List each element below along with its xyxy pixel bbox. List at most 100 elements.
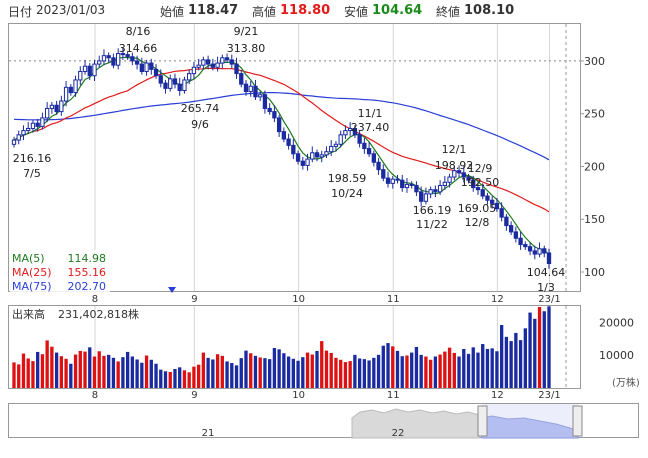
candle-up (26, 127, 31, 132)
chart-frames (8, 23, 639, 438)
volume-bar (296, 360, 300, 388)
candle-down (87, 65, 92, 77)
volume-bar (348, 361, 352, 388)
candle-down (475, 187, 481, 191)
volume-bar (144, 355, 149, 388)
legend-ma75-label: MA(75) (12, 280, 52, 293)
candle-down (527, 246, 533, 252)
candle-down (239, 73, 244, 85)
candle-down (111, 57, 116, 66)
candle-down (286, 138, 291, 146)
volume-x-tick: 9 (191, 390, 197, 401)
volume-bar (116, 361, 120, 388)
candle-down (158, 75, 163, 84)
annotation-low-line2: 11/22 (416, 218, 448, 231)
annotation-high-line2: 198.92 (435, 159, 474, 172)
candle-up (220, 57, 225, 64)
volume-bar (490, 348, 494, 388)
volume-bar (286, 356, 291, 388)
volume-bar (178, 367, 182, 388)
volume-bar (73, 354, 78, 388)
volume-bar (305, 352, 310, 388)
open-label: 始値 (160, 5, 185, 19)
candle-up (537, 248, 542, 255)
volume-bar (509, 341, 513, 388)
volume-bar (159, 369, 163, 388)
candle-down (466, 176, 471, 181)
price-x-tick: 12 (491, 294, 504, 305)
volume-bar (315, 350, 319, 388)
candle-down (130, 56, 135, 62)
date-label: 日付 (8, 5, 33, 19)
candle-down (295, 153, 301, 162)
legend-ma25-value: 155.16 (68, 266, 107, 279)
candle-up (21, 130, 26, 136)
navigator-right-handle[interactable] (572, 405, 583, 437)
annotation-low-line2: 9/6 (191, 118, 209, 131)
volume-bar (249, 353, 253, 388)
candle-up (343, 130, 348, 136)
volume-bar (481, 344, 485, 388)
candle-up (310, 152, 315, 160)
candle-up (49, 104, 55, 109)
candle-down (205, 59, 211, 65)
candle-down (68, 86, 73, 94)
candle-up (347, 127, 353, 132)
volume-bar (504, 336, 509, 388)
candle-down (229, 59, 234, 65)
volume-y-tick: 10000 (599, 349, 634, 362)
candle-up (59, 100, 64, 113)
ma5-line (13, 56, 550, 255)
volume-bar (542, 311, 546, 388)
volume-bar (173, 368, 177, 388)
volume-bar (400, 356, 404, 388)
volume-panel-frame (8, 305, 581, 389)
annotation-high-line1: 9/21 (234, 25, 259, 38)
candle-down (480, 189, 485, 197)
candle-up (319, 154, 324, 158)
range-navigator[interactable]: 21 22 (202, 404, 583, 439)
legend-ma5-label: MA(5) (12, 252, 45, 265)
candle-up (78, 70, 83, 81)
candle-down (523, 244, 528, 248)
volume-bar (234, 365, 239, 388)
candle-down (385, 177, 391, 184)
candle-down (300, 160, 305, 166)
volume-bar (125, 351, 130, 388)
volume-bar (31, 361, 35, 388)
candle-down (461, 172, 466, 178)
candle-up (101, 55, 107, 62)
volume-bar (12, 362, 16, 388)
volume-bar (69, 363, 73, 388)
navigator-history-area (351, 408, 481, 439)
candle-down (395, 178, 400, 181)
volume-bar (386, 343, 390, 388)
navigator-selection[interactable] (482, 404, 578, 438)
candle-up (390, 178, 395, 184)
volume-bar (457, 356, 461, 388)
annotation-high-line1: 11/1 (358, 107, 383, 120)
volume-bar (419, 354, 423, 388)
volume-bar (36, 351, 40, 388)
period-marker-icon[interactable] (168, 287, 176, 293)
candle-up (82, 65, 88, 72)
volume-bar (372, 357, 376, 388)
legend-background (10, 250, 110, 292)
volume-bar (26, 358, 30, 388)
volume-bar (59, 356, 64, 388)
volume-label: 出来高 (12, 307, 45, 321)
candle-down (419, 191, 424, 202)
ma75-line (13, 92, 550, 161)
candle-up (305, 158, 310, 166)
volume-y-tick: 20000 (599, 316, 634, 329)
navigator-left-handle[interactable] (477, 405, 488, 437)
candle-down (125, 54, 130, 58)
volume-bar (353, 354, 357, 388)
volume-bar (17, 364, 21, 388)
volume-bar (140, 362, 144, 388)
high-value: 118.80 (280, 3, 331, 18)
annotation-high-line2: 314.66 (119, 42, 158, 55)
candle-up (97, 60, 102, 65)
volume-bar (239, 358, 243, 388)
candle-down (134, 60, 140, 65)
